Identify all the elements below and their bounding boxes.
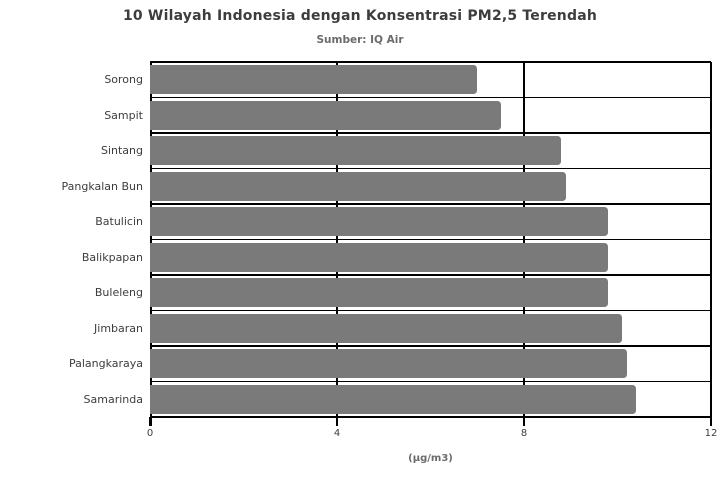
chart-subtitle: Sumber: IQ Air [316,34,404,46]
category-label-palangkaraya: Palangkaraya [68,357,143,371]
category-label-buleleng: Buleleng [94,286,143,300]
bar-balikpapan [150,242,609,272]
bar-palangkaraya [150,349,627,379]
row-boundary-line [150,167,711,170]
x-axis-title: (µg/m3) [408,453,453,464]
category-label-samarinda: Samarinda [83,392,143,406]
y-axis-category-labels: Sorong Sampit Sintang Pangkalan Bun Batulici… [0,62,143,417]
category-label-jimbaran: Jimbaran [94,321,143,335]
x-tick-mark-8 [523,417,525,426]
row-boundary-line [150,416,711,418]
x-tick-label-0: 0 [146,428,154,439]
bar-sampit [150,100,501,130]
category-label-sintang: Sintang [100,144,143,158]
category-label-sampit: Sampit [104,108,143,122]
category-label-batulicin: Batulicin [95,215,143,229]
x-tick-mark-12 [710,417,712,426]
row-boundary-line [150,61,711,63]
plot-area [150,61,712,418]
category-label-balikpapan: Balikpapan [81,250,143,264]
bar-pangkalan-bun [150,171,567,201]
row-boundary-line [150,274,711,276]
row-boundary-line [150,132,711,134]
row-boundary-line [150,203,711,205]
row-boundary-line [150,345,711,347]
bar-sintang [150,136,562,166]
x-tick-mark-0 [149,417,151,426]
bar-batulicin [150,207,609,237]
x-tick-label-8: 8 [520,428,528,439]
row-boundary-line [150,309,711,312]
bar-buleleng [150,278,609,308]
row-boundary-line [150,238,711,241]
x-tick-label-4: 4 [333,428,341,439]
bar-jimbaran [150,313,623,343]
chart-title: 10 Wilayah Indonesia dengan Konsentrasi … [122,8,598,24]
x-tick-mark-4 [336,417,338,426]
row-boundary-line [150,96,711,99]
category-label-pangkalan-bun: Pangkalan Bun [61,179,143,193]
category-label-sorong: Sorong [104,73,143,87]
x-tick-label-12: 12 [704,428,718,439]
bar-sorong [150,65,478,95]
bar-samarinda [150,384,637,414]
row-boundary-line [150,380,711,383]
